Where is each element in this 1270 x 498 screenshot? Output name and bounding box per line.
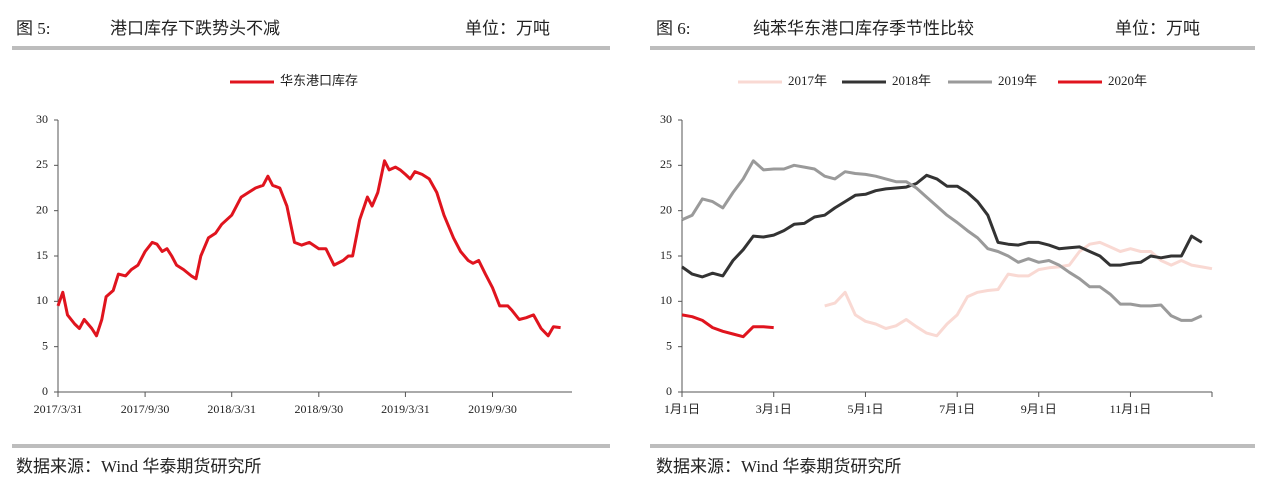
y-tick-label: 5 (42, 338, 48, 352)
y-tick-label: 20 (660, 202, 672, 216)
y-tick-label: 30 (36, 112, 48, 126)
y-tick-label: 0 (666, 384, 672, 398)
y-tick-label: 10 (660, 293, 672, 307)
source: 数据来源：Wind 华泰期货研究所 (16, 457, 261, 476)
series-line (56, 159, 561, 338)
figure-label: 图 5: (16, 19, 50, 38)
series-line (681, 313, 774, 339)
y-tick-label: 15 (660, 248, 672, 262)
header-rule (650, 46, 1255, 50)
legend-label: 2019年 (998, 73, 1037, 88)
header-rule (12, 46, 610, 50)
legend-label: 2020年 (1108, 73, 1147, 88)
unit-label: 单位：万吨 (1115, 19, 1200, 38)
x-tick-label: 2017/9/30 (121, 402, 170, 416)
y-tick-label: 0 (42, 384, 48, 398)
unit-label: 单位：万吨 (465, 19, 550, 38)
x-tick-label: 2019/9/30 (468, 402, 517, 416)
x-tick-label: 2017/3/31 (34, 402, 83, 416)
y-tick-label: 15 (36, 248, 48, 262)
y-tick-label: 25 (660, 157, 672, 171)
source: 数据来源：Wind 华泰期货研究所 (656, 457, 901, 476)
y-tick-label: 20 (36, 202, 48, 216)
series-line (681, 159, 1203, 322)
legend-label: 2018年 (892, 73, 931, 88)
y-tick-label: 5 (666, 338, 672, 352)
series-line (681, 173, 1203, 279)
x-tick-label: 5月1日 (847, 402, 883, 416)
footer-rule (650, 444, 1255, 448)
y-tick-label: 10 (36, 293, 48, 307)
x-tick-label: 1月1日 (664, 402, 700, 416)
x-tick-label: 2019/3/31 (381, 402, 430, 416)
x-tick-label: 2018/3/31 (207, 402, 256, 416)
footer-rule (12, 444, 610, 448)
series-line (824, 240, 1213, 338)
x-tick-label: 11月1日 (1110, 402, 1152, 416)
x-tick-label: 2018/9/30 (294, 402, 343, 416)
legend-label: 2017年 (788, 73, 827, 88)
legend-label: 华东港口库存 (280, 73, 358, 88)
x-tick-label: 9月1日 (1021, 402, 1057, 416)
chart-title: 纯苯华东港口库存季节性比较 (753, 19, 974, 38)
chart-title: 港口库存下跌势头不减 (110, 19, 280, 38)
x-tick-label: 7月1日 (939, 402, 975, 416)
y-tick-label: 30 (660, 112, 672, 126)
x-tick-label: 3月1日 (756, 402, 792, 416)
figure-label: 图 6: (656, 19, 690, 38)
y-tick-label: 25 (36, 157, 48, 171)
